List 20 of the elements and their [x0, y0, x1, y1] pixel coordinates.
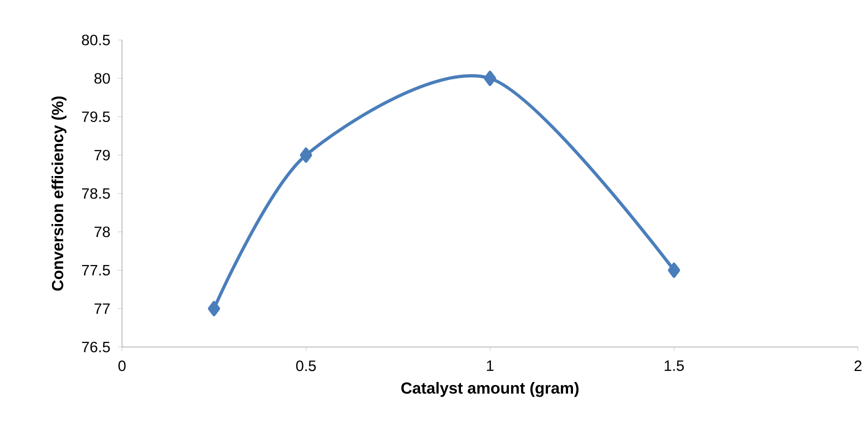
y-tick-label: 78.5 [82, 188, 110, 199]
y-tick-label: 79.5 [82, 111, 110, 122]
y-tick-label: 76.5 [82, 342, 110, 352]
x-tick-label: 0.5 [296, 360, 316, 372]
x-axis-title: Catalyst amount (gram) [401, 382, 579, 397]
point [208, 301, 220, 316]
y-tick-label: 77 [94, 303, 110, 314]
point [484, 70, 496, 86]
x-tick-label: 2 [854, 360, 862, 371]
x-tick-label: 0 [118, 360, 126, 372]
y-tick-label: 77.5 [82, 265, 110, 276]
y-tick-label: 79 [94, 150, 110, 160]
x-tick-label: 1.5 [664, 360, 684, 371]
y-tick-label: 78 [94, 226, 110, 238]
y-tick-label: 80 [94, 73, 110, 84]
x-tick-label: 1 [486, 360, 494, 371]
point [300, 148, 312, 163]
y-axis-title: Conversion efficiency (%) [52, 96, 66, 291]
point [668, 262, 680, 278]
y-tick-label: 80.5 [82, 34, 110, 46]
